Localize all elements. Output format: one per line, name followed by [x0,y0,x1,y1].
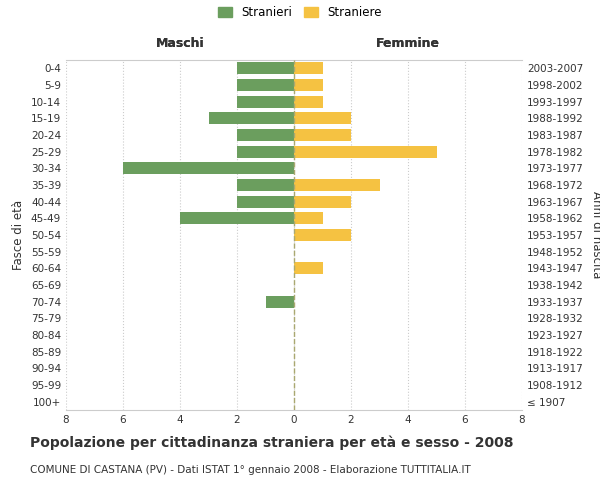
Bar [294,146,437,158]
Bar [294,212,323,224]
Text: Femmine: Femmine [376,36,440,50]
Bar [294,96,323,108]
Bar [265,296,294,308]
Bar [237,196,294,207]
Bar [237,129,294,141]
Bar [237,146,294,158]
Bar [237,179,294,191]
Bar [237,62,294,74]
Text: Maschi: Maschi [155,36,205,50]
Bar [237,79,294,91]
Bar [294,229,351,241]
Text: COMUNE DI CASTANA (PV) - Dati ISTAT 1° gennaio 2008 - Elaborazione TUTTITALIA.IT: COMUNE DI CASTANA (PV) - Dati ISTAT 1° g… [30,465,471,475]
Bar [294,196,351,207]
Bar [123,162,294,174]
Text: Femmine: Femmine [376,37,440,50]
Y-axis label: Fasce di età: Fasce di età [13,200,25,270]
Bar [180,212,294,224]
Legend: Stranieri, Straniere: Stranieri, Straniere [218,6,382,19]
Text: Maschi: Maschi [155,37,205,50]
Bar [294,129,351,141]
Bar [294,262,323,274]
Y-axis label: Anni di nascita: Anni di nascita [590,192,600,278]
Bar [294,79,323,91]
Bar [209,112,294,124]
Bar [294,179,380,191]
Bar [294,112,351,124]
Bar [294,62,323,74]
Text: Popolazione per cittadinanza straniera per età e sesso - 2008: Popolazione per cittadinanza straniera p… [30,435,514,450]
Bar [237,96,294,108]
